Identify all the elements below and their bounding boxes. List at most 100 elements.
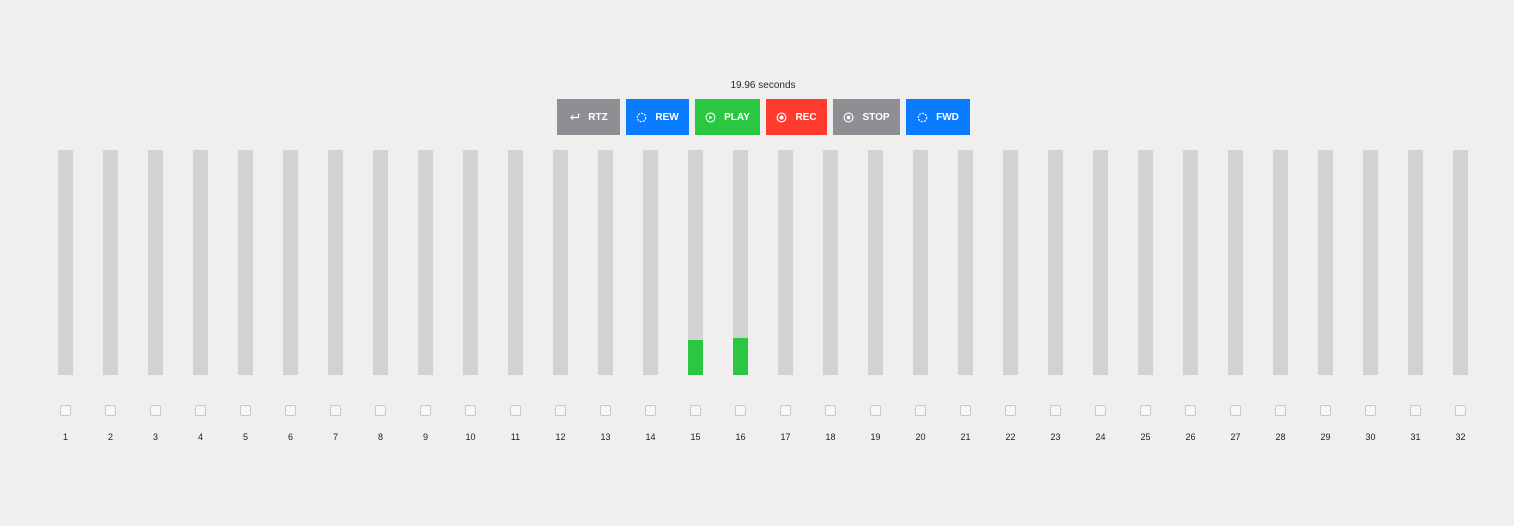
track-19: 19	[853, 150, 898, 442]
level-meter	[868, 150, 883, 375]
level-meter	[1093, 150, 1108, 375]
track-number: 17	[780, 432, 791, 442]
track-11: 11	[493, 150, 538, 442]
level-meter	[1138, 150, 1153, 375]
record-arm-checkbox[interactable]	[375, 405, 386, 416]
track-number: 4	[197, 432, 203, 442]
record-arm-checkbox[interactable]	[1005, 405, 1016, 416]
transport-label: REW	[655, 111, 679, 123]
record-arm-checkbox[interactable]	[1365, 405, 1376, 416]
record-arm-checkbox[interactable]	[1455, 405, 1466, 416]
track-27: 27	[1213, 150, 1258, 442]
rtz-button[interactable]: RTZ	[557, 99, 620, 135]
record-arm-checkbox[interactable]	[780, 405, 791, 416]
level-meter	[418, 150, 433, 375]
track-number: 3	[152, 432, 158, 442]
record-arm-checkbox[interactable]	[645, 405, 656, 416]
record-arm-checkbox[interactable]	[600, 405, 611, 416]
record-arm-checkbox[interactable]	[825, 405, 836, 416]
record-arm-checkbox[interactable]	[1275, 405, 1286, 416]
level-meter-fill	[688, 339, 703, 375]
transport-label: PLAY	[724, 111, 750, 123]
track-3: 3	[133, 150, 178, 442]
record-arm-checkbox[interactable]	[195, 405, 206, 416]
record-arm-checkbox[interactable]	[330, 405, 341, 416]
level-meter	[1048, 150, 1063, 375]
stop-button[interactable]: STOP	[833, 99, 900, 135]
record-arm-checkbox[interactable]	[690, 405, 701, 416]
transport-label: REC	[795, 111, 817, 123]
record-arm-checkbox[interactable]	[60, 405, 71, 416]
record-arm-checkbox[interactable]	[420, 405, 431, 416]
track-number: 27	[1230, 432, 1241, 442]
record-arm-checkbox[interactable]	[465, 405, 476, 416]
track-13: 13	[583, 150, 628, 442]
track-number: 2	[107, 432, 113, 442]
rec-button[interactable]: REC	[766, 99, 827, 135]
track-number: 32	[1455, 432, 1466, 442]
record-arm-checkbox[interactable]	[960, 405, 971, 416]
track-number: 8	[377, 432, 383, 442]
level-meter	[598, 150, 613, 375]
level-meter	[1183, 150, 1198, 375]
record-arm-checkbox[interactable]	[510, 405, 521, 416]
play-button[interactable]: PLAY	[695, 99, 760, 135]
track-7: 7	[313, 150, 358, 442]
rew-button[interactable]: REW	[626, 99, 689, 135]
track-number: 5	[242, 432, 248, 442]
record-arm-checkbox[interactable]	[1320, 405, 1331, 416]
level-meter	[103, 150, 118, 375]
time-display: 19.96 seconds	[730, 80, 796, 91]
track-number: 30	[1365, 432, 1376, 442]
level-meter	[328, 150, 343, 375]
track-number: 14	[645, 432, 656, 442]
record-arm-checkbox[interactable]	[285, 405, 296, 416]
track-number: 1	[62, 432, 68, 442]
track-26: 26	[1168, 150, 1213, 442]
record-arm-checkbox[interactable]	[1185, 405, 1196, 416]
level-meter	[1318, 150, 1333, 375]
fwd-button[interactable]: FWD	[906, 99, 970, 135]
level-meter	[193, 150, 208, 375]
track-12: 12	[538, 150, 583, 442]
record-arm-checkbox[interactable]	[555, 405, 566, 416]
track-14: 14	[628, 150, 673, 442]
level-meter	[733, 150, 748, 375]
record-arm-checkbox[interactable]	[735, 405, 746, 416]
record-arm-checkbox[interactable]	[1140, 405, 1151, 416]
transport-controls: RTZ REW PLAY REC STOP FWD	[557, 99, 970, 135]
record-arm-checkbox[interactable]	[915, 405, 926, 416]
level-meter	[1003, 150, 1018, 375]
level-meter	[1453, 150, 1468, 375]
level-meter	[148, 150, 163, 375]
record-arm-checkbox[interactable]	[150, 405, 161, 416]
level-meter	[913, 150, 928, 375]
track-number: 9	[422, 432, 428, 442]
record-arm-checkbox[interactable]	[1230, 405, 1241, 416]
record-arm-checkbox[interactable]	[240, 405, 251, 416]
track-number: 7	[332, 432, 338, 442]
level-meter	[553, 150, 568, 375]
track-number: 13	[600, 432, 611, 442]
track-6: 6	[268, 150, 313, 442]
track-number: 25	[1140, 432, 1151, 442]
return-arrow-icon	[569, 112, 580, 123]
record-arm-checkbox[interactable]	[105, 405, 116, 416]
transport-label: RTZ	[588, 111, 608, 123]
track-number: 21	[960, 432, 971, 442]
record-arm-checkbox[interactable]	[1095, 405, 1106, 416]
track-number: 11	[510, 432, 521, 442]
record-arm-checkbox[interactable]	[1410, 405, 1421, 416]
track-number: 20	[915, 432, 926, 442]
track-number: 10	[465, 432, 476, 442]
track-number: 15	[690, 432, 701, 442]
record-arm-checkbox[interactable]	[1050, 405, 1061, 416]
track-16: 16	[718, 150, 763, 442]
track-4: 4	[178, 150, 223, 442]
track-2: 2	[88, 150, 133, 442]
track-21: 21	[943, 150, 988, 442]
track-number: 6	[287, 432, 293, 442]
level-meter	[508, 150, 523, 375]
record-arm-checkbox[interactable]	[870, 405, 881, 416]
level-meter	[283, 150, 298, 375]
